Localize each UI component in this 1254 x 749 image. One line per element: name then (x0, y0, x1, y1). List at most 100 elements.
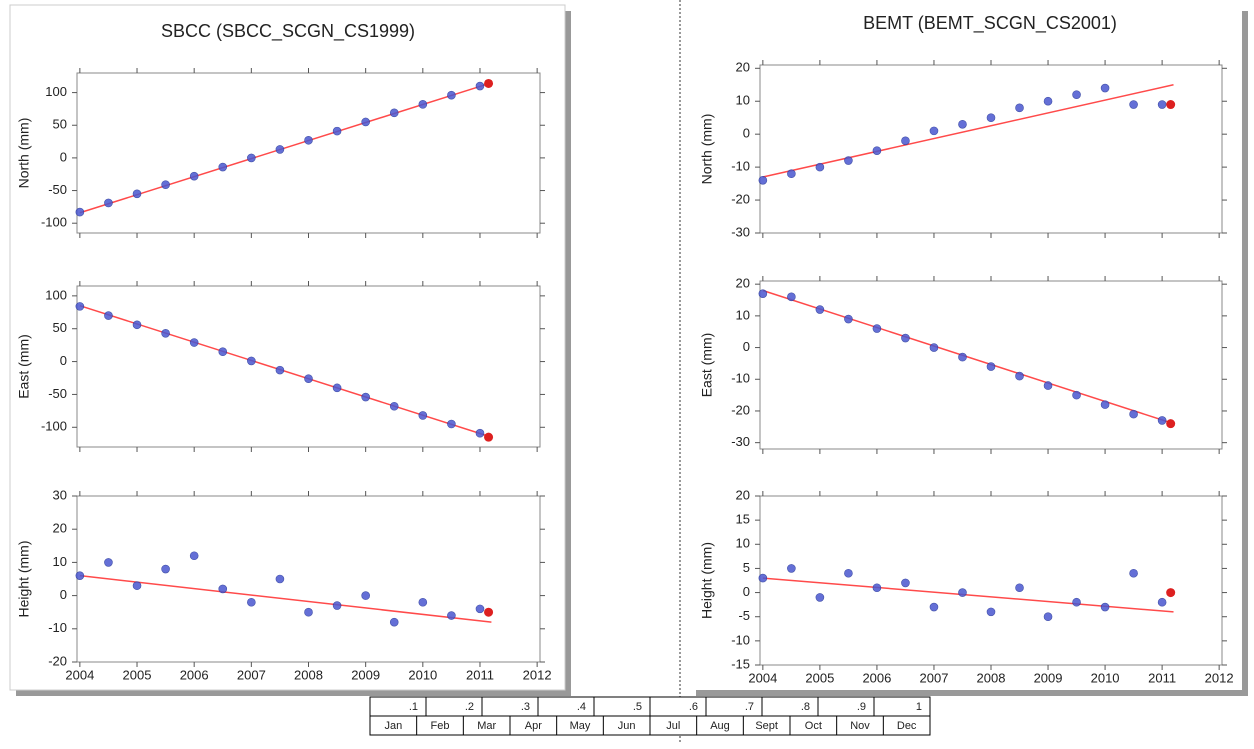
y-tick-label: -30 (731, 224, 750, 239)
observation (75, 571, 85, 580)
observation (844, 314, 853, 324)
fraction-label: .5 (633, 701, 642, 713)
observation (958, 588, 967, 597)
observation (418, 100, 428, 109)
observation (758, 175, 768, 185)
y-tick-label: 10 (736, 536, 750, 551)
month-label: Aug (710, 720, 730, 732)
x-tick-label: 2006 (180, 667, 209, 682)
y-tick-label: -30 (731, 434, 750, 449)
observation (787, 564, 796, 573)
fraction-label: 1 (916, 701, 922, 713)
observation (247, 356, 256, 366)
observation (389, 617, 399, 627)
fraction-label: .8 (801, 701, 810, 713)
x-tick-label: 2009 (351, 667, 380, 682)
observation (161, 329, 170, 338)
y-tick-label: -100 (41, 215, 67, 230)
observation (275, 365, 285, 375)
y-tick-label: 0 (743, 584, 750, 599)
y-tick-label: -10 (731, 159, 750, 174)
observation (929, 343, 939, 352)
observation (189, 171, 199, 181)
month-label: Feb (431, 720, 450, 732)
observation (389, 108, 399, 118)
observation (361, 591, 370, 600)
observation (132, 320, 142, 330)
x-tick-label: 2008 (977, 670, 1006, 685)
observation (332, 126, 342, 136)
observation (1015, 583, 1024, 593)
y-tick-label: 30 (53, 487, 67, 502)
fraction-label: .7 (745, 701, 754, 713)
y-tick-label: 100 (45, 84, 67, 99)
observation (1100, 602, 1110, 612)
observation (1157, 597, 1167, 607)
observation (986, 362, 996, 371)
observation (475, 428, 485, 438)
y-tick-label: -20 (731, 402, 750, 417)
y-tick-label: -50 (48, 182, 67, 197)
x-tick-label: 2012 (523, 667, 552, 682)
observation (361, 392, 370, 402)
observation (447, 90, 456, 100)
observation (1072, 390, 1081, 400)
observation (1043, 381, 1053, 390)
observation (475, 81, 485, 91)
observation (218, 584, 228, 594)
observation (475, 604, 485, 614)
x-tick-label: 2009 (1034, 670, 1063, 685)
trend-line (762, 84, 1174, 178)
chart-title: BEMT (BEMT_SCGN_CS2001) (863, 13, 1117, 34)
observation (758, 289, 768, 298)
x-tick-label: 2010 (408, 667, 437, 682)
y-tick-label: -50 (48, 386, 67, 401)
y-axis-label: East (mm) (699, 333, 715, 398)
observation (447, 611, 456, 620)
observation (218, 347, 228, 357)
observation (389, 401, 399, 411)
y-tick-label: -20 (731, 191, 750, 206)
y-tick-label: 0 (743, 126, 750, 141)
observation (104, 558, 113, 567)
month-label: Sept (755, 720, 778, 732)
y-tick-label: 0 (60, 587, 67, 602)
x-tick-label: 2005 (805, 670, 834, 685)
month-label: Dec (897, 720, 917, 732)
y-tick-label: 15 (736, 512, 750, 527)
chart-title: SBCC (SBCC_SCGN_CS1999) (161, 21, 415, 42)
y-axis-label: North (mm) (699, 114, 715, 185)
month-label: Apr (525, 720, 542, 732)
y-tick-label: -5 (738, 608, 750, 623)
observation (418, 597, 428, 607)
observation (1043, 96, 1053, 106)
x-tick-label: 2007 (920, 670, 949, 685)
observation (1129, 568, 1138, 578)
y-tick-label: -15 (731, 656, 750, 671)
last-epoch (1166, 100, 1176, 110)
observation (132, 581, 142, 590)
observation (986, 113, 996, 123)
observation (815, 305, 825, 314)
observation (872, 146, 882, 155)
observation (787, 169, 796, 179)
observation (247, 597, 256, 607)
observation (304, 374, 313, 383)
fraction-label: .2 (465, 701, 474, 713)
observation (901, 578, 910, 588)
observation (844, 568, 853, 578)
x-tick-label: 2008 (294, 667, 323, 682)
observation (361, 117, 370, 127)
observation (1015, 103, 1024, 113)
y-tick-label: 20 (736, 60, 750, 75)
observation (815, 162, 825, 172)
fraction-label: .1 (409, 701, 418, 713)
observation (332, 383, 342, 393)
observation (815, 593, 825, 602)
y-tick-label: -10 (731, 632, 750, 647)
observation (275, 145, 285, 154)
month-label: Jan (384, 720, 402, 732)
last-epoch (484, 607, 494, 617)
observation (1157, 100, 1167, 109)
last-epoch (484, 432, 494, 442)
